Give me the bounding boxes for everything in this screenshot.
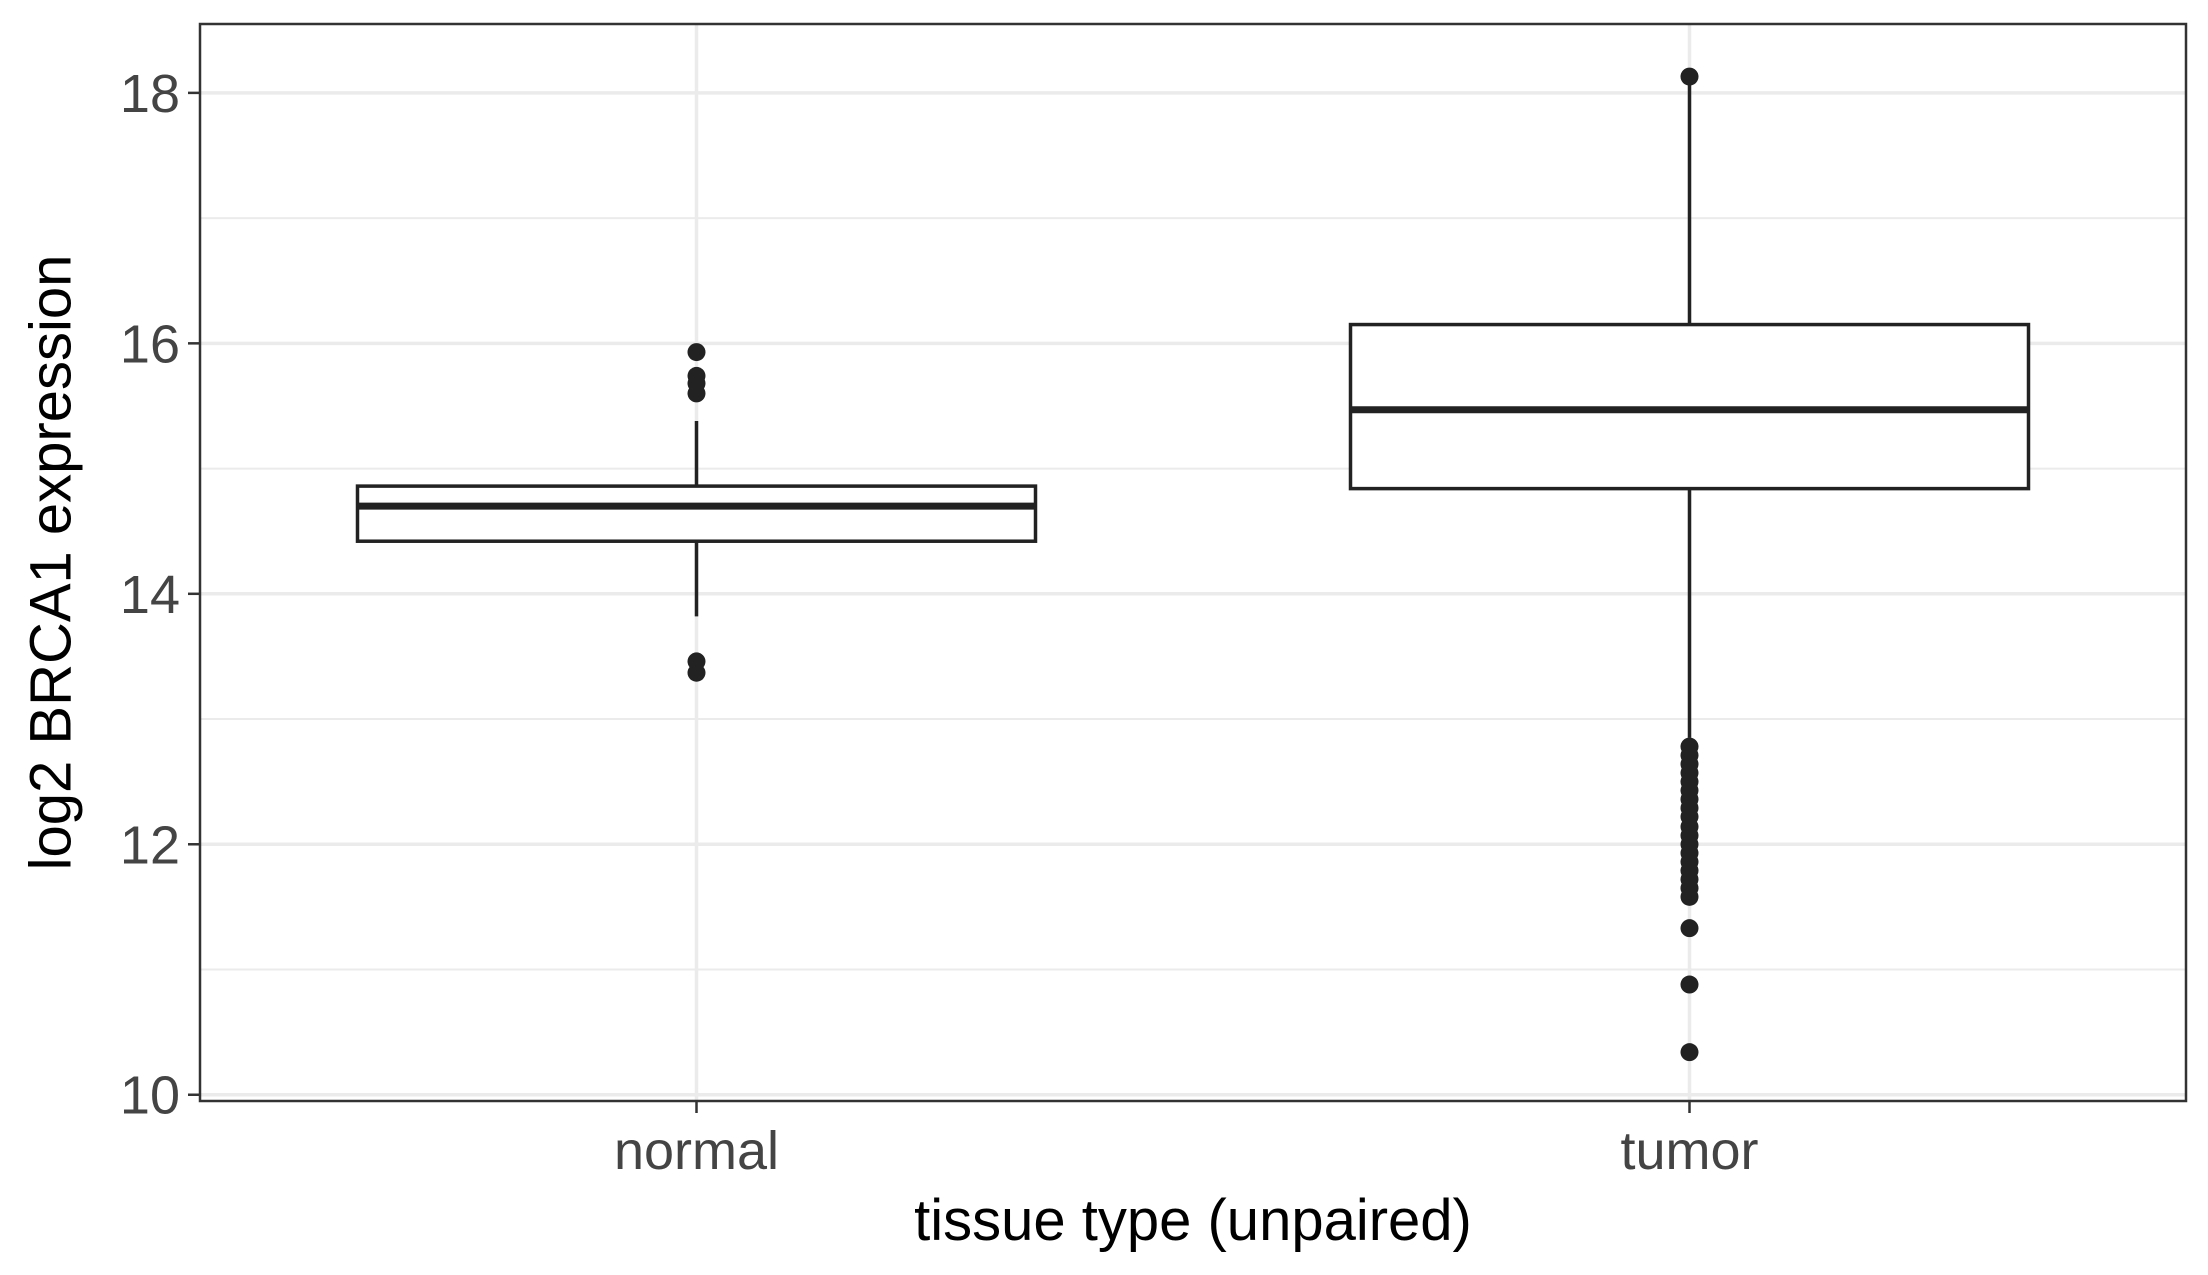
box-group-tumor (1348, 67, 2031, 1062)
y-tick-label: 14 (120, 565, 180, 625)
x-axis-title: tissue type (unpaired) (914, 1188, 1472, 1253)
outlier-point (687, 663, 706, 682)
outlier-point (687, 343, 706, 362)
box-group-normal (355, 343, 1038, 682)
y-axis: 10 12 14 16 18 (120, 64, 200, 1126)
box-iqr (355, 484, 1038, 543)
y-tick-label: 10 (120, 1066, 180, 1126)
x-tick-label: tumor (1620, 1121, 1758, 1181)
outlier-point (1680, 1043, 1699, 1062)
y-axis-title: log2 BRCA1 expression (18, 255, 83, 871)
outlier-point (1680, 887, 1699, 906)
y-tick-label: 16 (120, 314, 180, 374)
outlier-point (1680, 975, 1699, 994)
box-series (355, 67, 2031, 1062)
outlier-point (1680, 919, 1699, 938)
y-tick-label: 18 (120, 64, 180, 124)
panel-border (198, 22, 2188, 1103)
y-tick-label: 12 (120, 815, 180, 875)
x-tick-label: normal (614, 1121, 779, 1181)
x-axis: normal tumor (614, 1101, 1759, 1181)
outlier-point (1680, 67, 1699, 86)
outlier-point (687, 384, 706, 403)
